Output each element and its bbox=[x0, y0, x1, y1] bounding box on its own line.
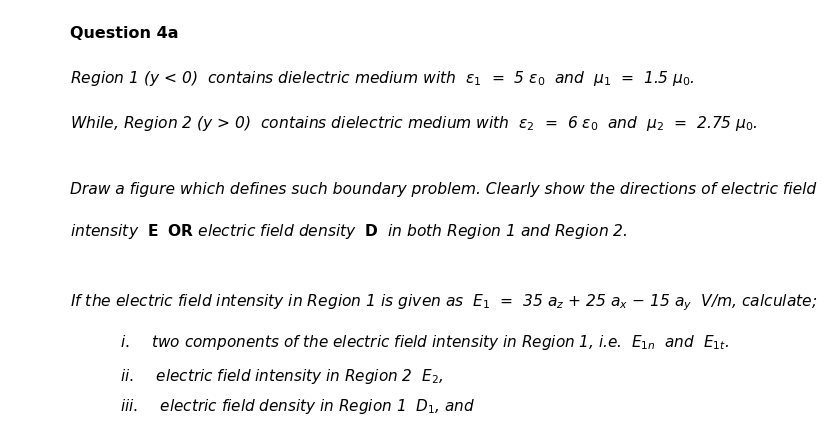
Text: $i.$    two components of the electric field intensity in Region 1, i.e.  $E_{1n: $i.$ two components of the electric fiel… bbox=[120, 333, 728, 352]
Text: $iii.$    electric field density in Region 1  $D_1$, and: $iii.$ electric field density in Region … bbox=[120, 397, 475, 416]
Text: Region 1 ($y$ < 0)  contains dielectric medium with  $\varepsilon_1$  =  5 $\var: Region 1 ($y$ < 0) contains dielectric m… bbox=[70, 69, 695, 88]
Text: $ii.$    electric field intensity in Region 2  $E_2$,: $ii.$ electric field intensity in Region… bbox=[120, 367, 442, 386]
Text: intensity  $\bf{E}$  $\bf{OR}$ electric field density  $\bf{D}$  in both Region : intensity $\bf{E}$ $\bf{OR}$ electric fi… bbox=[70, 222, 627, 242]
Text: While, Region 2 ($y$ > 0)  contains dielectric medium with  $\varepsilon_2$  =  : While, Region 2 ($y$ > 0) contains diele… bbox=[70, 114, 758, 133]
Text: Draw a figure which defines such boundary problem. Clearly show the directions o: Draw a figure which defines such boundar… bbox=[70, 182, 815, 197]
Text: Question 4a: Question 4a bbox=[70, 26, 179, 41]
Text: $iv.$    electric field density in Region 2  $D_2$.: $iv.$ electric field density in Region 2… bbox=[120, 425, 439, 426]
Text: If the electric field intensity in Region 1 is given as  $E_1$  =  35 $a_z$ + 25: If the electric field intensity in Regio… bbox=[70, 293, 817, 313]
